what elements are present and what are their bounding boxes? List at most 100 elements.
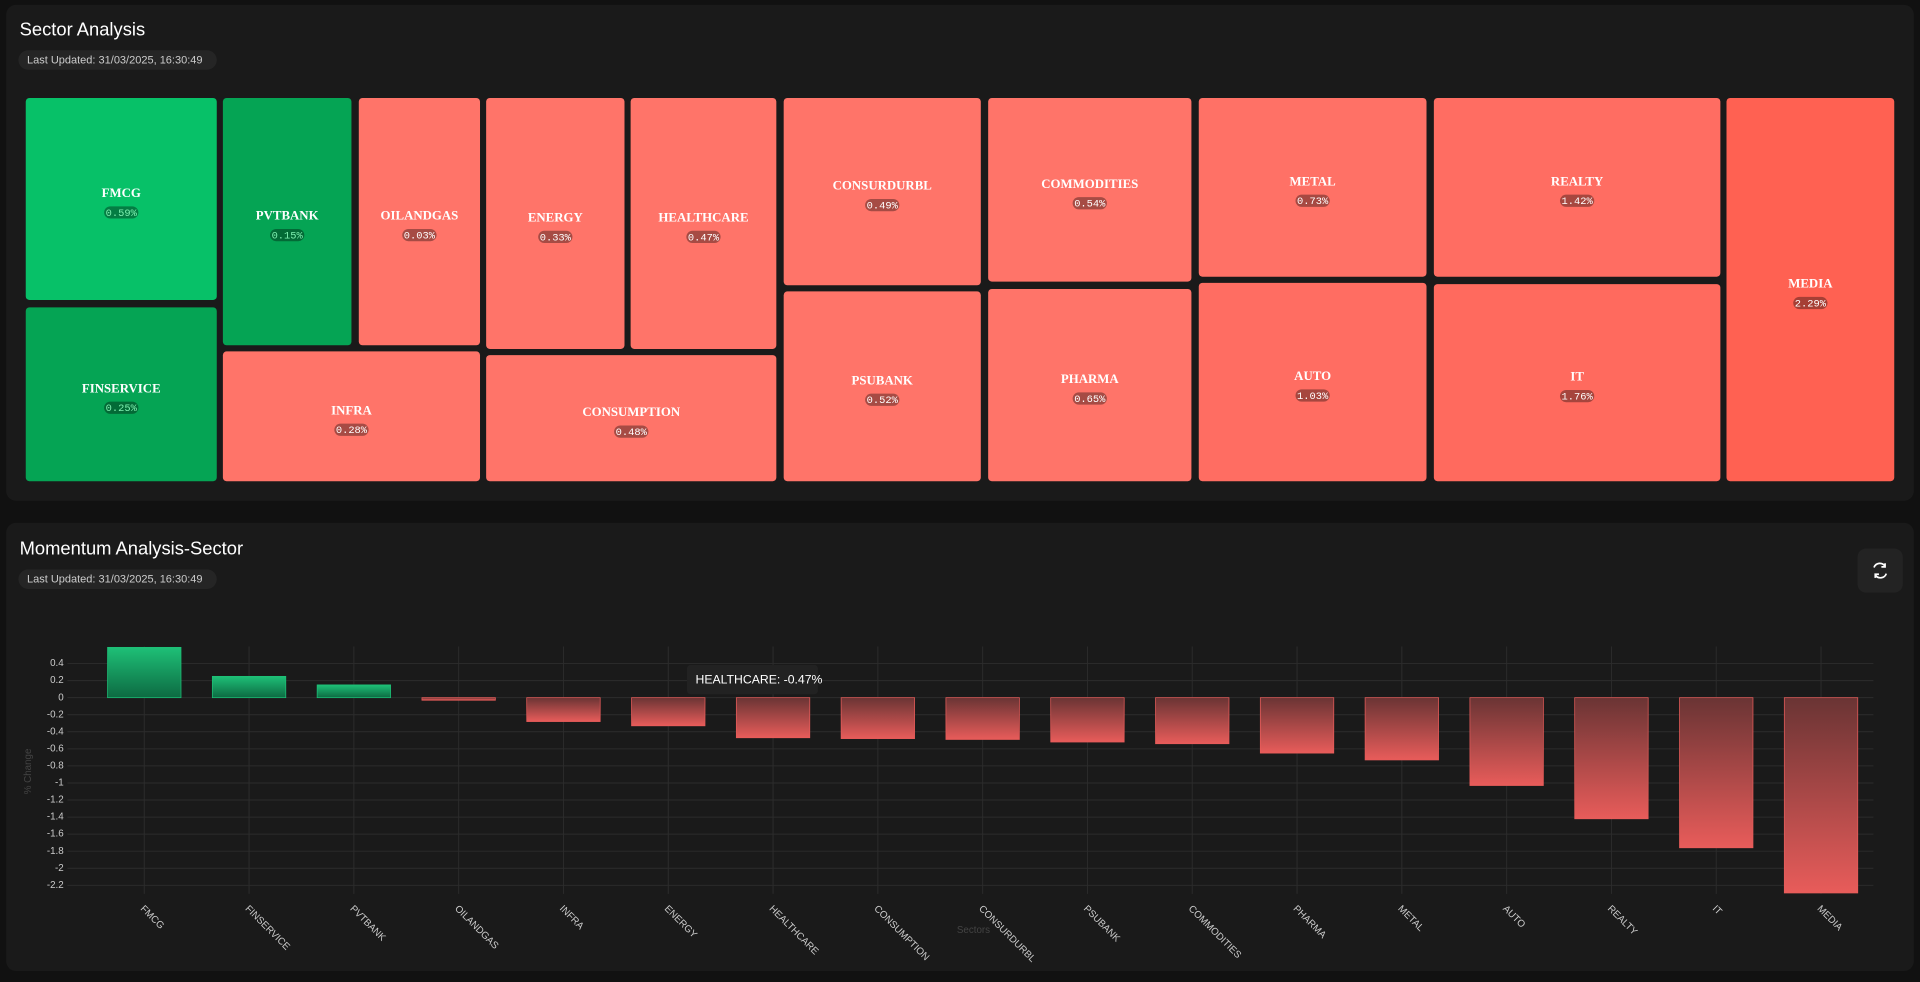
tile-value-pill	[1295, 194, 1330, 207]
y-tick-label: -1.8	[47, 846, 64, 857]
treemap-tile	[25, 307, 217, 482]
refresh-icon[interactable]	[1873, 562, 1888, 579]
bar	[1574, 697, 1649, 820]
bar	[1783, 697, 1859, 894]
treemap-tile	[988, 288, 1192, 482]
tile-label: CONSUMPTION	[582, 405, 680, 419]
y-tick-label: -2.2	[47, 880, 64, 891]
treemap-tile	[486, 97, 625, 349]
y-tick-label: 0.4	[50, 658, 64, 669]
tile-value-pill	[104, 401, 139, 414]
timestamp: Last Updated: 31/03/2025, 16:30:49	[27, 55, 203, 67]
tile-value-pill	[865, 393, 900, 406]
tile-value: 0.25%	[106, 403, 138, 415]
tile-value-pill	[1072, 392, 1107, 405]
tile-value: 0.33%	[540, 232, 572, 244]
refresh-button-bg[interactable]	[1857, 548, 1903, 593]
bar	[735, 697, 811, 739]
tile-value-pill	[104, 206, 139, 219]
tile-value: 0.73%	[1297, 196, 1329, 208]
tile-label: ENERGY	[528, 211, 584, 225]
refresh-button[interactable]	[1857, 548, 1903, 593]
tile-label: REALTY	[1551, 174, 1604, 188]
bar	[1469, 697, 1544, 786]
tile-value-pill	[402, 228, 437, 242]
tile-value-pill	[1559, 389, 1595, 403]
tile-label: METAL	[1290, 174, 1337, 188]
tile-value-pill	[865, 198, 900, 212]
tile-value-pill	[614, 425, 649, 438]
tile-value-pill	[1793, 296, 1828, 310]
bar	[107, 646, 182, 699]
y-tick-label: -0.4	[47, 726, 64, 737]
timestamp-pill	[18, 50, 217, 70]
treemap-tile	[1198, 282, 1427, 482]
treemap-tile	[358, 97, 481, 346]
tile-label: HEALTHCARE	[658, 211, 748, 225]
tile-value: 0.52%	[867, 395, 899, 407]
bar	[1155, 697, 1230, 745]
tile-value: 1.03%	[1297, 391, 1329, 403]
tile-label: FMCG	[102, 186, 141, 200]
treemap-tile	[630, 97, 777, 349]
tile-label: MEDIA	[1788, 277, 1833, 291]
panel	[6, 522, 1914, 971]
tile-value: 0.59%	[106, 208, 138, 220]
tile-value: 0.65%	[1074, 394, 1106, 406]
tile-label: PSUBANK	[852, 373, 913, 387]
treemap-tile	[1433, 284, 1721, 482]
tile-label: OILANDGAS	[381, 209, 459, 223]
tile-value: 2.29%	[1795, 298, 1827, 310]
tile-value: 0.47%	[688, 232, 720, 244]
y-tick-label: -2	[55, 863, 64, 874]
tile-value-pill	[334, 423, 369, 436]
tile-label: FINSERVICE	[82, 381, 161, 395]
tile-value: 0.49%	[867, 200, 899, 212]
treemap-tile	[486, 355, 777, 482]
tile-label: INFRA	[331, 403, 372, 417]
timestamp: Last Updated: 31/03/2025, 16:30:49	[27, 574, 203, 586]
tile-label: IT	[1570, 370, 1584, 384]
tile-value: 0.28%	[336, 425, 368, 437]
y-tick-label: -1.4	[47, 812, 64, 823]
x-axis-label: Sectors	[957, 925, 990, 936]
bar	[1364, 697, 1439, 761]
tooltip-box	[686, 664, 818, 695]
treemap-tile	[1433, 97, 1721, 277]
tile-value: 0.15%	[272, 230, 304, 242]
tile-value-pill	[270, 228, 305, 242]
bar	[945, 697, 1020, 740]
tile-value: 1.76%	[1562, 391, 1594, 403]
tile-value: 1.42%	[1562, 196, 1594, 208]
tile-label: AUTO	[1294, 369, 1331, 383]
tile-value-pill	[1559, 194, 1595, 207]
tile-value: 0.48%	[616, 427, 648, 439]
bar	[421, 697, 496, 701]
timestamp-pill	[18, 569, 217, 589]
panel-title: Sector Analysis	[20, 18, 146, 39]
y-tick-label: -0.8	[47, 761, 64, 772]
tile-value: 0.54%	[1074, 199, 1106, 211]
treemap-tile	[1198, 97, 1427, 277]
tile-value-pill	[1072, 197, 1107, 210]
tile-label: COMMODITIES	[1041, 177, 1138, 191]
panel-title: Momentum Analysis-Sector	[20, 538, 243, 559]
treemap-tile	[783, 291, 981, 482]
treemap-tile	[783, 97, 981, 286]
tooltip: HEALTHCARE: -0.47%	[696, 672, 823, 686]
treemap-tile	[988, 97, 1192, 282]
tile-label: PHARMA	[1061, 372, 1120, 386]
tile-value: 0.03%	[404, 230, 436, 242]
y-axis-label: % Change	[23, 749, 34, 795]
y-tick-label: -0.2	[47, 709, 64, 720]
bar	[1259, 697, 1335, 754]
bar	[840, 697, 915, 739]
y-tick-label: -1.2	[47, 795, 64, 806]
bar	[1050, 697, 1125, 743]
treemap-tile	[25, 97, 217, 300]
tile-label: CONSURDURBL	[833, 179, 933, 193]
bar	[316, 684, 391, 699]
tile-value-pill	[686, 230, 721, 244]
